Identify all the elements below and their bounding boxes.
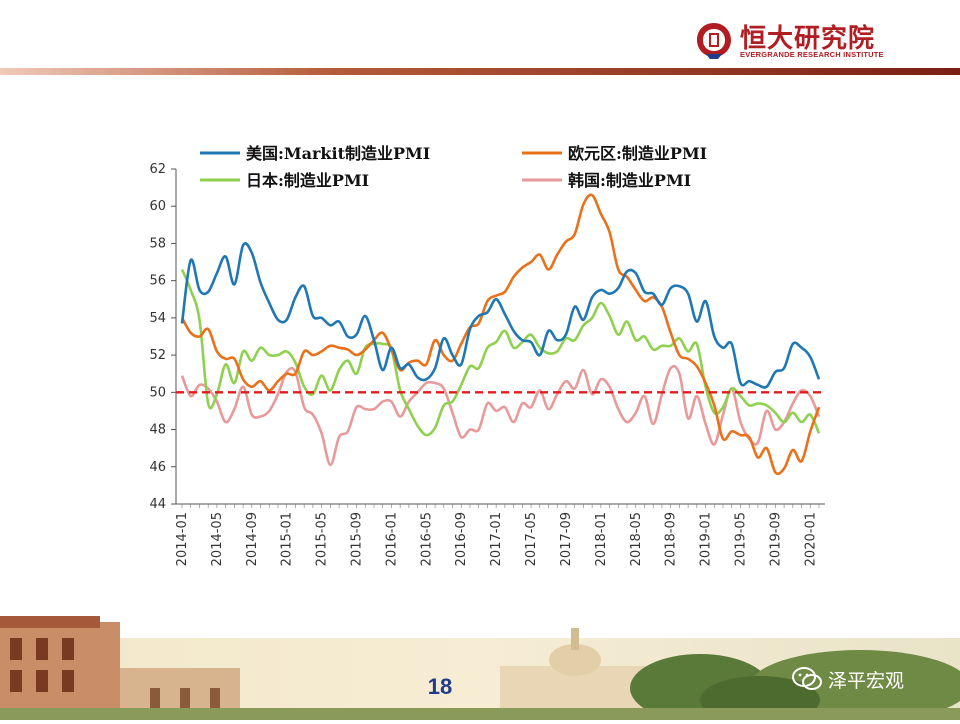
y-tick-label: 58 bbox=[149, 236, 166, 251]
series-line-1 bbox=[180, 193, 821, 476]
x-tick-label: 2017-09 bbox=[559, 512, 574, 566]
footer-banner bbox=[0, 608, 960, 724]
y-tick-label: 54 bbox=[149, 311, 166, 326]
x-tick-label: 2015-05 bbox=[315, 512, 330, 566]
evergrande-logo-icon bbox=[697, 23, 731, 59]
brand-logo: 恒大研究院 EVERGRANDE RESEARCH INSTITUTE bbox=[694, 18, 884, 62]
series-line-2 bbox=[180, 268, 821, 437]
wechat-label: 泽平宏观 bbox=[828, 669, 905, 692]
y-tick-label: 50 bbox=[149, 385, 166, 400]
brand-name-cn: 恒大研究院 bbox=[740, 24, 876, 54]
x-tick-label: 2020-01 bbox=[803, 512, 818, 566]
x-tick-label: 2018-01 bbox=[594, 512, 609, 566]
y-tick-label: 56 bbox=[149, 274, 166, 289]
x-tick-label: 2014-01 bbox=[175, 512, 190, 566]
x-tick-label: 2016-05 bbox=[419, 512, 434, 566]
page-number: 18 bbox=[427, 674, 453, 699]
series-line-0 bbox=[180, 242, 821, 389]
y-tick-label: 62 bbox=[149, 162, 166, 177]
wechat-account: 泽平宏观 bbox=[792, 664, 904, 694]
series-line-3 bbox=[180, 364, 821, 467]
x-tick-label: 2015-01 bbox=[280, 512, 295, 566]
y-tick-label: 60 bbox=[149, 199, 166, 214]
legend-label: 日本:制造业PMI bbox=[246, 171, 369, 190]
x-tick-label: 2017-01 bbox=[489, 512, 504, 566]
wechat-icon bbox=[792, 667, 822, 690]
footer-illustration bbox=[0, 616, 960, 724]
legend-label: 韩国:制造业PMI bbox=[568, 171, 691, 190]
legend-label: 欧元区:制造业PMI bbox=[568, 144, 707, 163]
header: 恒大研究院 EVERGRANDE RESEARCH INSTITUTE bbox=[0, 0, 960, 76]
y-tick-label: 44 bbox=[149, 497, 166, 512]
header-divider-bar bbox=[0, 68, 960, 75]
y-tick-label: 52 bbox=[149, 348, 166, 363]
x-tick-label: 2016-01 bbox=[384, 512, 399, 566]
x-tick-label: 2019-05 bbox=[733, 512, 748, 566]
y-tick-label: 46 bbox=[149, 460, 166, 475]
x-tick-label: 2018-05 bbox=[629, 512, 644, 566]
x-tick-label: 2017-05 bbox=[524, 512, 539, 566]
y-tick-label: 48 bbox=[149, 423, 166, 438]
x-tick-label: 2014-09 bbox=[245, 512, 260, 566]
x-tick-label: 2016-09 bbox=[454, 512, 469, 566]
x-tick-label: 2019-09 bbox=[768, 512, 783, 566]
x-tick-label: 2015-09 bbox=[350, 512, 365, 566]
x-tick-label: 2018-09 bbox=[664, 512, 679, 566]
legend-label: 美国:Markit制造业PMI bbox=[246, 144, 430, 163]
brand-name-en: EVERGRANDE RESEARCH INSTITUTE bbox=[740, 50, 884, 59]
x-tick-label: 2014-05 bbox=[210, 512, 225, 566]
x-tick-label: 2019-01 bbox=[699, 512, 714, 566]
